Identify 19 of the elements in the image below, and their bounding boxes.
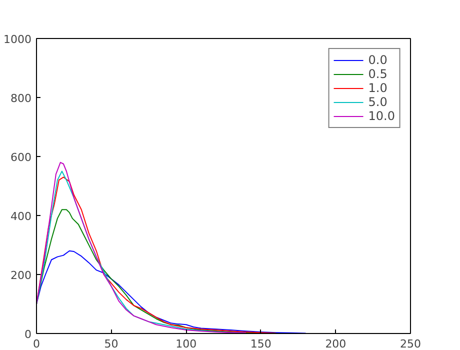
legend-label: 0.5 [368,67,388,81]
x-tick-label: 200 [325,338,346,350]
legend-label: 0.0 [368,53,388,67]
legend-label: 1.0 [368,81,388,95]
x-tick-label: 0 [33,338,40,350]
x-tick-label: 250 [400,338,421,350]
y-tick-label: 400 [10,210,32,223]
y-tick-label: 800 [10,92,32,105]
y-tick-label: 1000 [4,33,32,46]
y-tick-label: 600 [10,151,32,164]
y-tick-label: 200 [10,269,32,282]
y-tick-label: 0 [24,328,32,341]
legend-label: 5.0 [368,95,388,109]
x-tick-label: 100 [176,338,197,350]
x-tick-label: 50 [104,338,118,350]
line-series [36,250,306,334]
x-tick-label: 150 [250,338,272,350]
line-series [36,176,276,334]
legend-label: 10.0 [368,109,395,123]
